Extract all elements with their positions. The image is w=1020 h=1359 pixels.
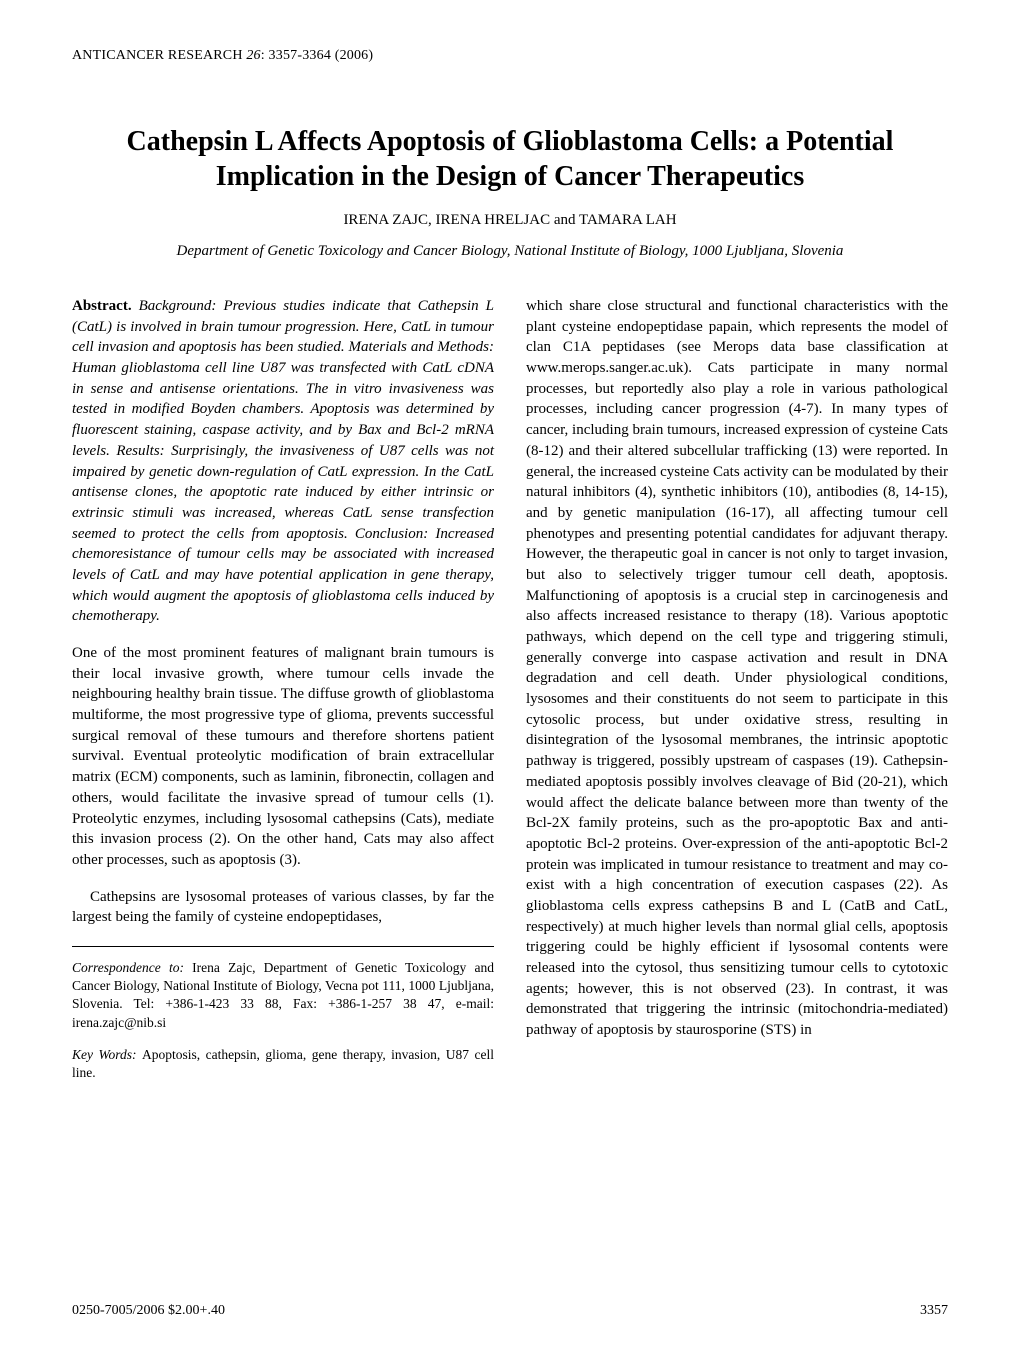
- abstract-label: Abstract.: [72, 298, 132, 314]
- pages-year: : 3357-3364 (2006): [261, 48, 373, 63]
- intro-paragraph-1: One of the most prominent features of ma…: [72, 643, 494, 871]
- page-number: 3357: [920, 1303, 948, 1319]
- correspondence-block: Correspondence to: Irena Zajc, Departmen…: [72, 959, 494, 1032]
- running-head: ANTICANCER RESEARCH 26: 3357-3364 (2006): [72, 48, 948, 64]
- journal-name: ANTICANCER RESEARCH: [72, 48, 246, 63]
- left-column: Abstract. Background: Previous studies i…: [72, 296, 494, 1082]
- article-title: Cathepsin L Affects Apoptosis of Gliobla…: [72, 124, 948, 194]
- keywords-label: Key Words:: [72, 1047, 142, 1062]
- affiliation: Department of Genetic Toxicology and Can…: [72, 243, 948, 260]
- right-column-paragraph: which share close structural and functio…: [526, 296, 948, 1041]
- correspondence-label: Correspondence to:: [72, 960, 192, 975]
- intro-paragraph-2: Cathepsins are lysosomal proteases of va…: [72, 887, 494, 928]
- volume: 26: [246, 48, 260, 63]
- abstract: Abstract. Background: Previous studies i…: [72, 296, 494, 627]
- authors: IRENA ZAJC, IRENA HRELJAC and TAMARA LAH: [72, 212, 948, 229]
- issn-price: 0250-7005/2006 $2.00+.40: [72, 1303, 225, 1319]
- page-footer: 0250-7005/2006 $2.00+.40 3357: [72, 1303, 948, 1319]
- keywords-block: Key Words: Apoptosis, cathepsin, glioma,…: [72, 1046, 494, 1082]
- two-column-body: Abstract. Background: Previous studies i…: [72, 296, 948, 1082]
- abstract-body: Background: Previous studies indicate th…: [72, 298, 494, 624]
- right-column: which share close structural and functio…: [526, 296, 948, 1082]
- footnote-separator: [72, 946, 494, 947]
